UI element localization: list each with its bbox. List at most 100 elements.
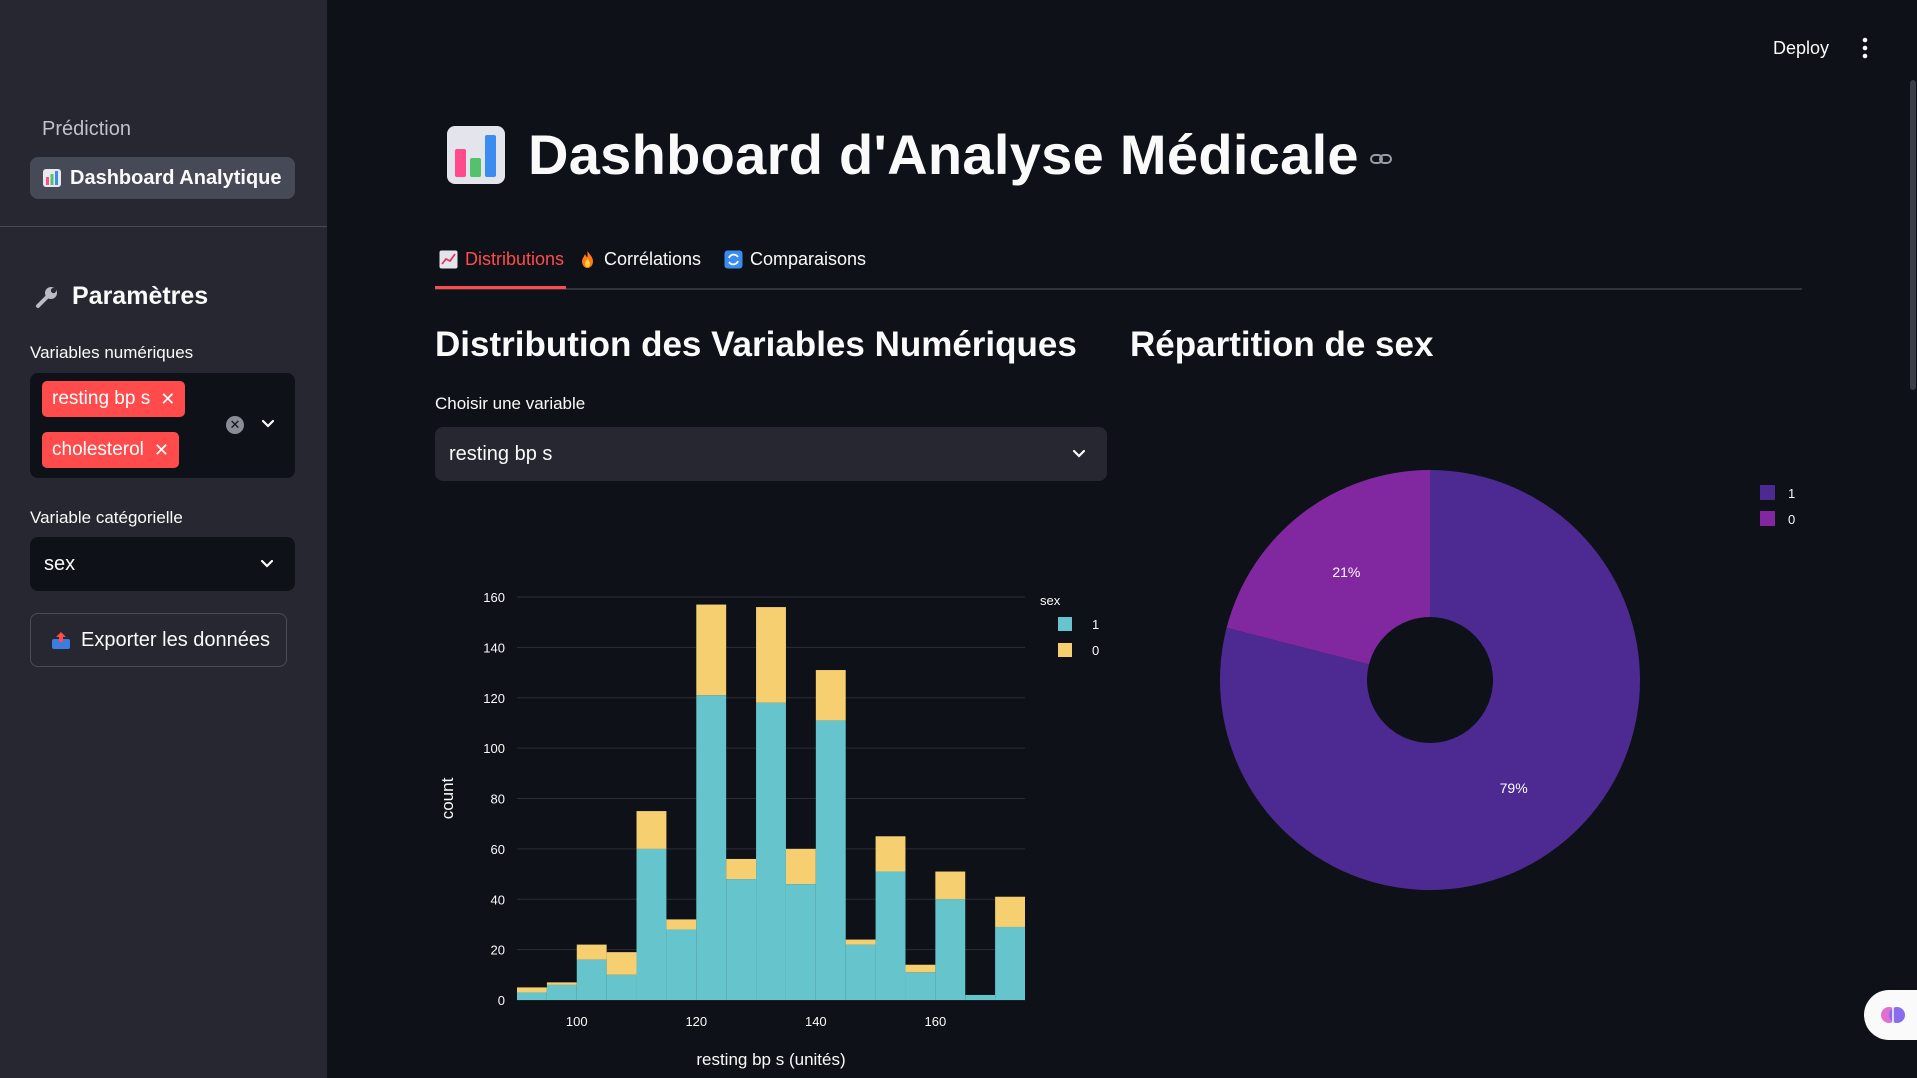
legend-swatch [1058,617,1072,631]
slice-label: 21% [1332,564,1360,580]
y-tick-label: 60 [491,842,505,857]
bar-chart-icon [447,125,505,184]
tab-correlations[interactable]: Corrélations [578,249,701,270]
histogram-bar [785,848,816,885]
more-options-icon[interactable] [1860,36,1870,60]
histogram-bar [696,604,727,696]
scrollbar[interactable] [1910,80,1916,390]
histogram-bar [517,987,547,993]
chevron-down-icon [260,559,274,568]
x-tick-label: 120 [685,1014,707,1029]
outbox-tray-icon [52,632,70,649]
histogram-bar [845,939,876,945]
histogram-bar [636,848,667,1000]
tab-comparaisons[interactable]: Comparaisons [724,249,866,270]
histogram-bar [875,871,906,1000]
sidebar-divider [0,226,327,227]
x-tick-label: 160 [925,1014,947,1029]
fire-icon [582,251,593,268]
histogram-bar [875,836,906,872]
histogram-bar [845,944,876,1000]
histogram-bar [995,896,1025,927]
chip-label: resting bp s [52,388,151,409]
histogram-bar [517,992,547,1000]
histogram-bar [815,670,846,721]
legend-label: 1 [1092,617,1099,632]
clear-all-icon[interactable]: ✕ [226,416,244,434]
chip-remove-icon[interactable]: ✕ [153,439,169,460]
refresh-icon [724,250,743,269]
sidebar: Prédiction Dashboard Analytique Paramètr… [0,0,327,1078]
page-title-row: Dashboard d'Analyse Médicale [446,122,1393,187]
tab-label: Distributions [465,249,565,269]
histogram-bar [576,959,607,1000]
legend-swatch [1760,485,1775,500]
histogram-bar [726,858,757,880]
y-tick-label: 40 [491,892,505,907]
histogram-bar [726,879,757,1000]
categorical-var-select[interactable]: sex [30,537,295,591]
y-tick-label: 80 [491,792,505,807]
histogram-bar [756,607,786,703]
chip-remove-icon[interactable]: ✕ [160,388,176,409]
histogram-bar [756,702,786,1000]
histogram-bar [905,964,936,973]
x-tick-label: 140 [805,1014,827,1029]
histogram-bar [546,984,577,1000]
slice-label: 79% [1500,780,1528,796]
histogram-bar [965,994,996,1000]
chevron-down-icon[interactable] [258,414,278,434]
export-label: Exporter les données [81,628,271,651]
legend-swatch [1058,643,1072,657]
select-value: resting bp s [449,442,553,465]
nav-link-prediction[interactable]: Prédiction [30,108,295,150]
y-tick-label: 120 [483,691,505,706]
select-value: sex [44,552,76,575]
brain-icon [1881,1007,1905,1023]
y-tick-label: 140 [483,640,505,655]
legend-label: 0 [1092,643,1099,658]
params-header: Paramètres [34,282,208,311]
legend-swatch [1760,511,1775,526]
histogram-bar [636,811,667,849]
legend-label: 1 [1788,486,1795,501]
variable-select-label: Choisir une variable [435,394,586,413]
wrench-icon [36,286,57,308]
chip-label: cholesterol [52,439,144,460]
histogram-bar [696,695,727,1000]
link-icon[interactable] [1369,147,1393,171]
nav-link-dashboard[interactable]: Dashboard Analytique [30,157,295,199]
chip-resting-bp: resting bp s ✕ [42,381,186,417]
chip-cholesterol: cholesterol ✕ [42,432,179,468]
y-tick-label: 100 [483,741,505,756]
distribution-heading: Distribution des Variables Numériques [435,325,1077,364]
variable-select[interactable]: resting bp s [435,427,1107,481]
tab-distributions[interactable]: Distributions [439,249,564,270]
export-button[interactable]: Exporter les données [30,613,287,667]
chevron-down-icon [1072,449,1086,458]
histogram-bar [576,944,607,960]
histogram-bar [546,982,577,985]
histogram-bar [606,974,637,1000]
histogram-chart: 0 20 40 60 80 100 120 140 160 100 120 140 160 resting… [438,590,1099,1069]
pie-slice [1220,470,1640,890]
histogram-bar [666,919,697,930]
histogram-bar [935,871,966,900]
pie-chart: 79% 21% 1 0 [1220,470,1795,890]
deploy-button[interactable]: Deploy [1773,38,1830,58]
nav-link-label: Dashboard Analytique [70,166,282,189]
y-tick-label: 20 [491,943,505,958]
chart-increasing-icon [439,250,458,269]
x-axis-label: resting bp s (unités) [696,1050,845,1069]
histogram-bar [935,899,966,1000]
categorical-var-label: Variable catégorielle [30,508,183,527]
numeric-vars-multiselect[interactable]: resting bp s ✕ cholesterol ✕ ✕ [30,373,295,478]
y-tick-label: 160 [483,590,505,605]
x-tick-label: 100 [566,1014,588,1029]
tab-bar: Distributions Corrélations Comparaisons [435,245,1802,290]
assistant-button[interactable] [1864,990,1917,1040]
histogram-bar [995,926,1025,1000]
tab-label: Corrélations [604,249,702,269]
bar-chart-icon [43,169,61,187]
